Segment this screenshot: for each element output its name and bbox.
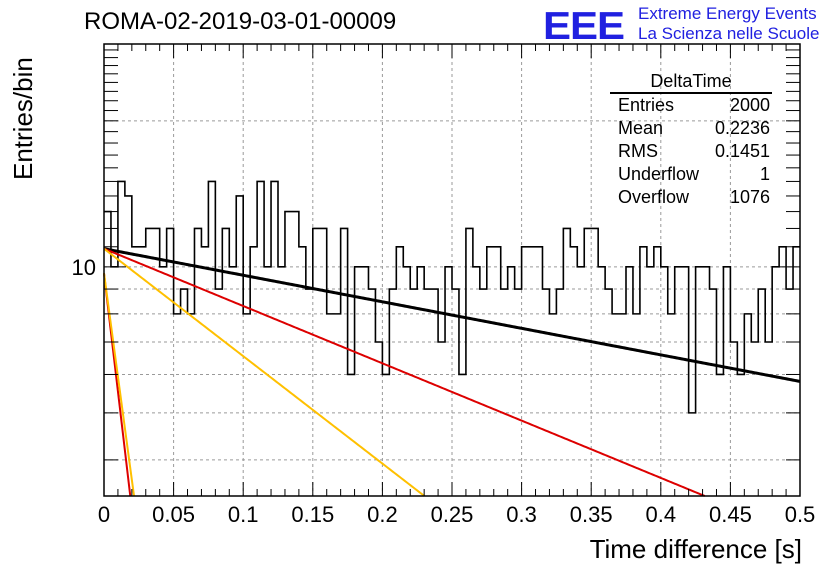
stats-value: 2000 bbox=[729, 95, 770, 115]
histogram-step-line bbox=[104, 180, 800, 414]
eee-logo: EEE bbox=[543, 3, 625, 48]
axis-ticks bbox=[103, 44, 801, 496]
stats-value: 0.2236 bbox=[714, 118, 770, 138]
stats-value: 0.1451 bbox=[714, 141, 770, 161]
stats-title: DeltaTime bbox=[610, 70, 772, 94]
x-tick-label: 0.5 bbox=[785, 502, 816, 527]
y-tick-labels: 10 bbox=[72, 255, 96, 280]
x-tick-labels: 0 0.05 0.1 0.15 0.2 0.25 0.3 0.35 0.4 0.45 0.5 bbox=[98, 502, 815, 527]
x-tick-label: 0 bbox=[98, 502, 110, 527]
x-tick-label: 0.25 bbox=[431, 502, 474, 527]
fit-curve bbox=[103, 273, 136, 497]
x-tick-label: 0.3 bbox=[506, 502, 537, 527]
x-tick-label: 0.2 bbox=[367, 502, 398, 527]
x-tick-label: 0.1 bbox=[228, 502, 259, 527]
stats-value: 1076 bbox=[729, 187, 770, 207]
y-axis-label: Entries/bin bbox=[8, 57, 38, 180]
x-axis-label: Time difference [s] bbox=[589, 534, 802, 564]
x-tick-label: 0.45 bbox=[709, 502, 752, 527]
fit-curve bbox=[103, 247, 426, 497]
stats-row-rms: RMS 0.1451 bbox=[610, 140, 778, 163]
x-tick-label: 0.35 bbox=[570, 502, 613, 527]
x-tick-label: 0.4 bbox=[646, 502, 677, 527]
x-tick-label: 0.15 bbox=[291, 502, 334, 527]
stats-box: DeltaTime Entries 2000 Mean 0.2236 RMS 0… bbox=[610, 70, 778, 209]
fit-curve bbox=[103, 247, 801, 383]
logo-subtitle-2: La Scienza nelle Scuole bbox=[638, 24, 820, 43]
stats-key: Entries bbox=[618, 95, 675, 115]
stats-key: RMS bbox=[618, 141, 658, 161]
run-title: ROMA-02-2019-03-01-00009 bbox=[84, 8, 397, 35]
y-tick-label: 10 bbox=[72, 255, 96, 280]
stats-key: Mean bbox=[618, 118, 664, 138]
stats-row-entries: Entries 2000 bbox=[610, 94, 778, 117]
stats-row-underflow: Underflow 1 bbox=[610, 163, 778, 186]
fit-lines bbox=[103, 247, 801, 497]
logo-subtitle-1: Extreme Energy Events bbox=[638, 4, 817, 23]
stats-key: Overflow bbox=[618, 187, 690, 207]
histogram-series bbox=[104, 180, 800, 414]
stats-key: Underflow bbox=[618, 164, 700, 184]
fit-curve bbox=[103, 247, 706, 497]
x-tick-label: 0.05 bbox=[152, 502, 195, 527]
stats-row-overflow: Overflow 1076 bbox=[610, 186, 778, 209]
stats-row-mean: Mean 0.2236 bbox=[610, 117, 778, 140]
stats-value: 1 bbox=[759, 164, 770, 184]
